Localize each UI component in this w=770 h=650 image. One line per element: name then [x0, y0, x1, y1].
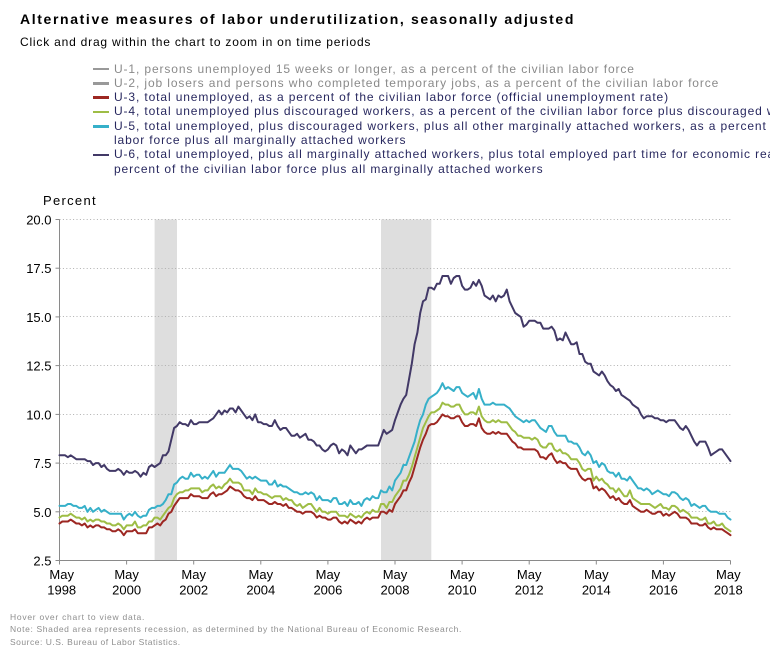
svg-text:2014: 2014: [582, 583, 611, 598]
svg-text:Percent: Percent: [43, 193, 97, 208]
svg-text:May: May: [49, 567, 74, 582]
svg-text:May: May: [517, 567, 542, 582]
svg-text:2000: 2000: [112, 583, 141, 598]
svg-text:May: May: [383, 567, 408, 582]
svg-text:10.0: 10.0: [26, 407, 51, 422]
svg-text:15.0: 15.0: [26, 310, 51, 325]
svg-text:May: May: [181, 567, 206, 582]
svg-text:2006: 2006: [313, 583, 342, 598]
svg-text:May: May: [114, 567, 139, 582]
svg-text:May: May: [651, 567, 676, 582]
svg-text:5.0: 5.0: [33, 505, 51, 520]
svg-text:2018: 2018: [714, 583, 743, 598]
svg-text:May: May: [716, 567, 741, 582]
svg-text:May: May: [450, 567, 475, 582]
svg-text:2.5: 2.5: [33, 554, 51, 569]
svg-text:2002: 2002: [179, 583, 208, 598]
svg-text:17.5: 17.5: [26, 261, 51, 276]
svg-text:2004: 2004: [246, 583, 275, 598]
svg-text:May: May: [584, 567, 609, 582]
svg-text:2008: 2008: [381, 583, 410, 598]
svg-text:1998: 1998: [47, 583, 76, 598]
svg-text:May: May: [316, 567, 341, 582]
svg-text:2012: 2012: [515, 583, 544, 598]
svg-text:7.5: 7.5: [33, 456, 51, 471]
svg-text:May: May: [249, 567, 274, 582]
svg-text:20.0: 20.0: [26, 213, 51, 228]
svg-text:2010: 2010: [448, 583, 477, 598]
svg-text:2016: 2016: [649, 583, 678, 598]
svg-text:12.5: 12.5: [26, 359, 51, 374]
